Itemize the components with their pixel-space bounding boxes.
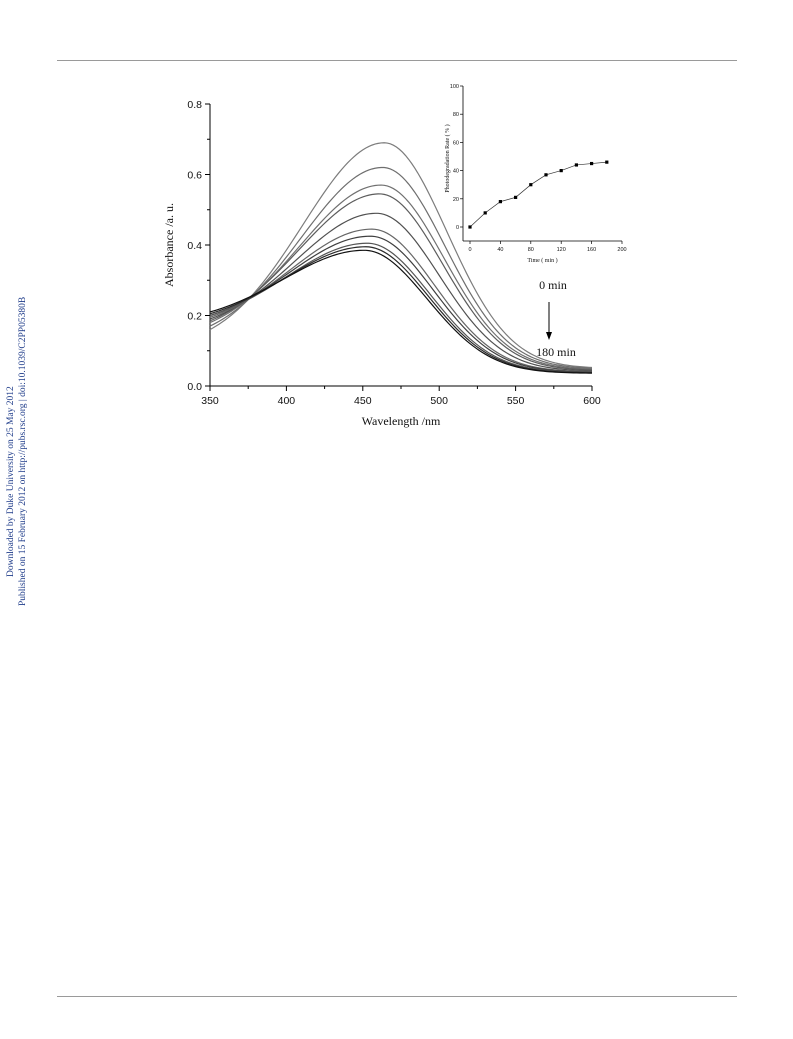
spectrum-line-7 (209, 235, 593, 373)
x-tick-label: 450 (354, 395, 372, 407)
spectrum-line-9 (209, 246, 593, 374)
x-tick-label: 550 (507, 395, 525, 407)
inset-y-tick-label: 20 (453, 197, 459, 203)
inset-x-tick-label: 120 (557, 247, 566, 253)
inset-x-axis-label: Time ( min ) (527, 257, 557, 264)
x-tick-label: 500 (430, 395, 448, 407)
end-time-label: 180 min (536, 345, 576, 359)
main-chart: 350 400 450 500 550 6000.00.20.40.60.8Wavelen… (162, 99, 601, 428)
x-tick-label: 350 (201, 395, 219, 407)
inset-y-tick-label: 60 (453, 140, 459, 146)
inset-data-point (605, 160, 609, 164)
spectrum-line-10 (209, 249, 593, 374)
inset-y-tick-label: 100 (450, 84, 459, 90)
y-tick-label: 0.4 (187, 240, 202, 252)
y-tick-label: 0.0 (187, 381, 202, 393)
spectrum-line-4 (209, 193, 593, 371)
inset-y-tick-label: 40 (453, 169, 459, 175)
inset-data-point (544, 173, 548, 177)
inset-data-point (468, 225, 472, 229)
spectrum-line-6 (209, 228, 593, 373)
x-tick-label: 400 (278, 395, 296, 407)
inset-x-tick-label: 0 (468, 247, 471, 253)
inset-data-point (498, 200, 502, 204)
inset-series-line (469, 161, 607, 228)
inset-x-tick-label: 160 (587, 247, 596, 253)
footer-rule (57, 996, 737, 997)
header-rule (57, 60, 737, 61)
spectrum-line-1 (209, 142, 593, 369)
inset-y-tick-label: 80 (453, 112, 459, 118)
inset-data-point (559, 169, 563, 173)
spectrum-line-2 (209, 166, 593, 369)
spectrum-line-5 (209, 212, 593, 372)
inset-x-tick-label: 200 (617, 247, 626, 253)
start-time-label: 0 min (539, 278, 567, 292)
inset-data-point (590, 161, 594, 166)
inset-y-tick-label: 0 (456, 225, 459, 231)
x-tick-label: 600 (583, 395, 601, 407)
y-tick-label: 0.8 (187, 99, 202, 111)
x-axis-label: Wavelength /nm (362, 414, 441, 428)
inset-chart: 0 40 80 120 160 200 0 20 40 60 80 100 Time ( min ) Ph… (444, 84, 627, 264)
inset-x-tick-label: 80 (528, 247, 534, 253)
y-tick-label: 0.6 (187, 170, 202, 182)
inset-x-tick-label: 40 (497, 247, 503, 253)
inset-data-point (574, 163, 578, 167)
y-tick-label: 0.2 (187, 311, 202, 323)
inset-data-point (514, 195, 518, 199)
y-axis-label: Absorbance /a. u. (162, 203, 176, 287)
inset-data-point (483, 211, 487, 215)
inset-y-axis-label: Photodegradation Rate ( % ) (444, 124, 451, 192)
inset-data-point (529, 183, 533, 187)
time-arrow-head (546, 332, 552, 340)
